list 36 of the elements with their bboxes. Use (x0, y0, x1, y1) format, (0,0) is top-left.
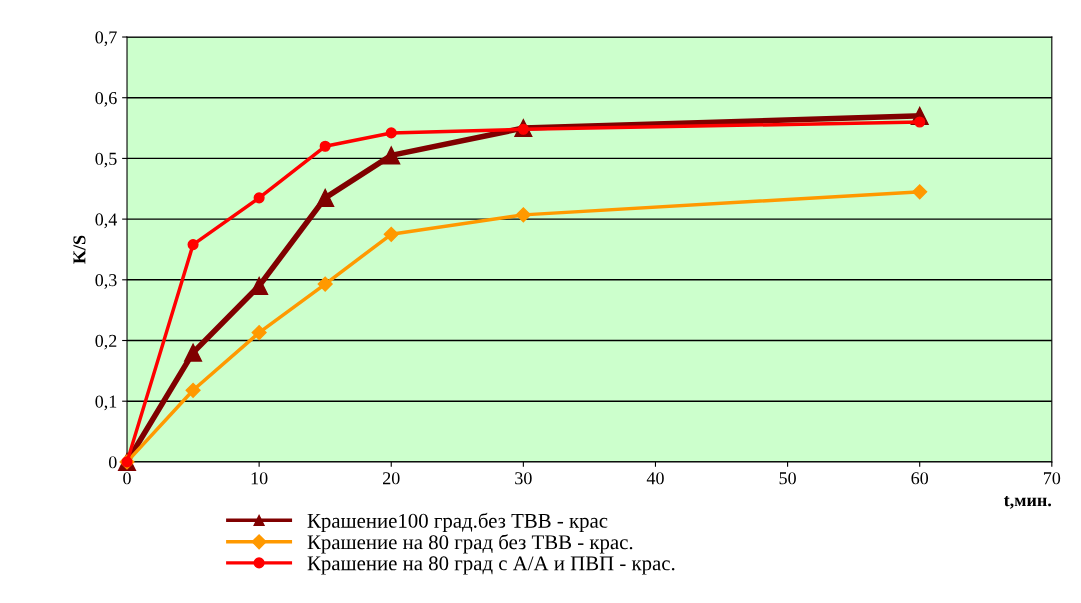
y-tick-label: 0,3 (95, 274, 117, 289)
x-tick-label: 40 (646, 472, 664, 485)
legend-label: Крашение на 80 град без ТВВ - крас. (307, 534, 633, 554)
point (185, 382, 201, 398)
point (319, 140, 331, 152)
y-tick-label: 0,4 (95, 213, 118, 229)
x-tick-label: 20 (383, 472, 400, 485)
x-tick-label: 0 (123, 472, 131, 485)
point (382, 146, 401, 165)
y-tick-label: 0,6 (95, 91, 117, 107)
point (187, 239, 199, 251)
point (250, 276, 269, 295)
x-tick-label: 50 (779, 472, 796, 485)
point (253, 192, 265, 204)
point (317, 276, 333, 292)
legend-label: Крашение на 80 град с А/А и ПВП - крас. (307, 556, 675, 575)
x-tick-label: 30 (515, 472, 532, 485)
point (251, 325, 267, 341)
y-tick-label: 0,1 (95, 395, 117, 411)
point (914, 116, 926, 128)
point (316, 188, 335, 207)
legend-label: Крашение100 град.без ТВВ - крас (307, 512, 608, 533)
y-tick-label: 0,7 (95, 31, 117, 47)
x-tick-label: 10 (251, 472, 268, 485)
point (383, 226, 399, 242)
y-tick-label: 0 (108, 456, 117, 469)
y-tick-label: 0,5 (95, 152, 117, 168)
y-axis-title: K/S (73, 235, 86, 264)
point (515, 207, 531, 223)
x-tick-label: 70 (1043, 472, 1061, 485)
x-axis-title: t,мин. (1003, 495, 1052, 509)
x-tick-label: 60 (911, 472, 929, 485)
y-tick-label: 0,2 (95, 334, 117, 350)
point (912, 184, 928, 200)
point (385, 127, 397, 139)
point (184, 343, 203, 362)
